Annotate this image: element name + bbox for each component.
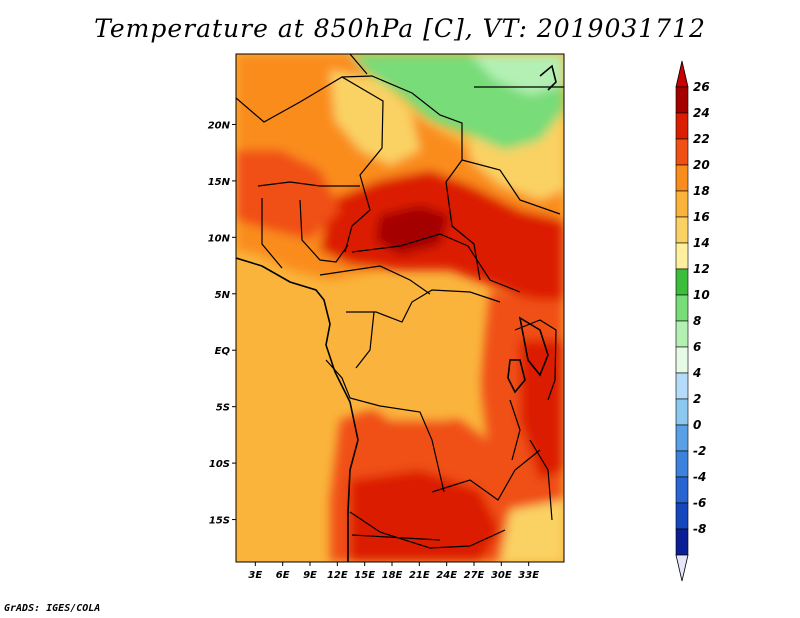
colorbar-label: 4	[692, 366, 701, 380]
lat-tick-label: 5S	[216, 403, 230, 414]
colorbar-swatch	[675, 138, 689, 166]
colorbar-swatch	[675, 424, 689, 452]
lon-tick-label: 3E	[248, 570, 262, 581]
lon-tick-label: 21E	[409, 570, 430, 581]
lat-tick-label: EQ	[215, 346, 231, 357]
field-cool-green-light	[470, 54, 564, 95]
lon-tick-label: 30E	[491, 570, 512, 581]
colorbar-swatch	[675, 346, 689, 374]
lon-tick-label: 6E	[276, 570, 290, 581]
lon-tick-label: 12E	[327, 570, 348, 581]
colorbar-swatch	[675, 372, 689, 400]
colorbar-label: 12	[693, 262, 710, 276]
field-congo	[330, 300, 480, 420]
colorbar-label: -8	[693, 522, 706, 536]
field-east-hot	[520, 340, 564, 480]
colorbar-label: 8	[693, 314, 701, 328]
lon-tick-label: 15E	[354, 570, 375, 581]
lon-tick-label: 9E	[303, 570, 317, 581]
field-se-pale	[500, 500, 564, 562]
map-frame	[235, 53, 565, 563]
lat-tick-label: 20N	[208, 120, 231, 131]
field-hot-core	[375, 205, 450, 255]
colorbar-swatch	[675, 320, 689, 348]
colorbar-label: -4	[693, 470, 706, 484]
colorbar-swatch	[675, 528, 689, 556]
colorbar-swatch	[675, 268, 689, 296]
colorbar-label: 22	[693, 132, 710, 146]
lat-tick-label: 10S	[209, 459, 230, 470]
temperature-field	[236, 54, 564, 562]
colorbar-swatch	[675, 476, 689, 504]
colorbar-label: 24	[693, 106, 710, 120]
field-hot-belt	[320, 170, 564, 310]
colorbar-top-triangle	[675, 60, 689, 88]
country-boundaries	[236, 54, 564, 549]
colorbar-label: 6	[693, 340, 701, 354]
colorbar-label: 26	[693, 80, 710, 94]
colorbar-swatch	[675, 216, 689, 244]
colorbar-label: 2	[693, 392, 701, 406]
colorbar-label: 10	[693, 288, 710, 302]
colorbar-label: 20	[693, 158, 710, 172]
lon-tick-label: 24E	[436, 570, 457, 581]
lon-tick-label: 33E	[518, 570, 539, 581]
lat-tick-label: 15S	[209, 516, 230, 527]
colorbar-label: -2	[693, 444, 706, 458]
lat-tick-label: 5N	[215, 290, 231, 301]
colorbar-bottom-triangle	[675, 554, 689, 582]
colorbar-label: 16	[693, 210, 710, 224]
grads-credit: GrADS: IGES/COLA	[4, 603, 101, 614]
map-title: Temperature at 850hPa [C], VT: 201903171…	[94, 14, 706, 43]
lon-tick-label: 18E	[382, 570, 403, 581]
colorbar-swatch	[675, 398, 689, 426]
lon-tick-label: 27E	[464, 570, 485, 581]
colorbar-swatch	[675, 294, 689, 322]
latitude-axis: 20N 15N 10N 5N EQ 5S 10S 15S	[208, 120, 236, 527]
colorbar-label: 18	[693, 184, 710, 198]
colorbar-swatch	[675, 242, 689, 270]
colorbar-swatch	[675, 190, 689, 218]
colorbar-swatch	[675, 502, 689, 530]
lat-tick-label: 15N	[208, 177, 231, 188]
coastlines	[236, 64, 557, 562]
field-south-hot	[350, 470, 500, 562]
lat-tick-label: 10N	[208, 233, 231, 244]
field-sahara-pale	[330, 70, 420, 165]
colorbar-swatch	[675, 164, 689, 192]
colorbar-label: -6	[693, 496, 706, 510]
colorbar-swatch	[675, 112, 689, 140]
colorbar-swatch	[675, 450, 689, 478]
colorbar-swatch	[675, 86, 689, 114]
colorbar-label: 0	[693, 418, 701, 432]
colorbar-label: 14	[693, 236, 710, 250]
longitude-axis: 3E 6E 9E 12E 15E 18E 21E 24E 27E 30E 33E	[248, 562, 539, 581]
